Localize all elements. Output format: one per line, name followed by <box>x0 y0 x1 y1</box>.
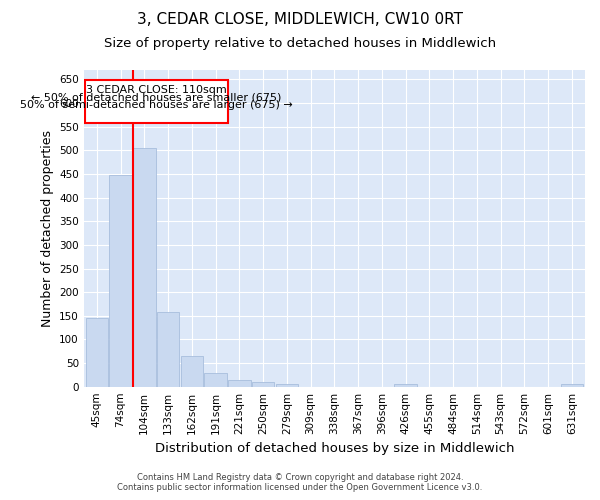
Bar <box>133 148 155 386</box>
Text: Size of property relative to detached houses in Middlewich: Size of property relative to detached ho… <box>104 38 496 51</box>
Text: ← 50% of detached houses are smaller (675): ← 50% of detached houses are smaller (67… <box>31 92 282 102</box>
Text: 3 CEDAR CLOSE: 110sqm: 3 CEDAR CLOSE: 110sqm <box>86 85 227 95</box>
Bar <box>275 384 298 386</box>
Text: Contains HM Land Registry data © Crown copyright and database right 2024.
Contai: Contains HM Land Registry data © Crown c… <box>118 473 482 492</box>
FancyBboxPatch shape <box>85 80 228 123</box>
Bar <box>204 372 227 386</box>
Bar <box>86 318 108 386</box>
Bar <box>157 312 179 386</box>
X-axis label: Distribution of detached houses by size in Middlewich: Distribution of detached houses by size … <box>155 442 514 455</box>
Bar <box>560 384 583 386</box>
Bar <box>109 175 132 386</box>
Bar <box>228 380 251 386</box>
Text: 50% of semi-detached houses are larger (675) →: 50% of semi-detached houses are larger (… <box>20 100 293 110</box>
Bar <box>394 384 417 386</box>
Text: 3, CEDAR CLOSE, MIDDLEWICH, CW10 0RT: 3, CEDAR CLOSE, MIDDLEWICH, CW10 0RT <box>137 12 463 28</box>
Bar <box>252 382 274 386</box>
Bar <box>181 356 203 386</box>
Y-axis label: Number of detached properties: Number of detached properties <box>41 130 53 327</box>
